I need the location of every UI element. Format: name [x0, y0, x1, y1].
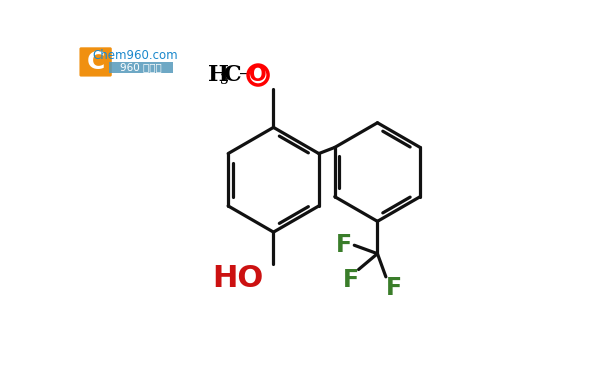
- Text: F: F: [343, 268, 359, 292]
- Text: 960 化工网: 960 化工网: [120, 62, 162, 72]
- Text: O: O: [249, 65, 267, 85]
- Text: C: C: [87, 50, 105, 74]
- FancyBboxPatch shape: [79, 47, 112, 76]
- Text: 3: 3: [220, 74, 229, 87]
- Text: Chem960.com: Chem960.com: [93, 49, 178, 62]
- Text: F: F: [385, 276, 402, 300]
- FancyBboxPatch shape: [110, 62, 172, 73]
- Text: H: H: [208, 64, 229, 86]
- Text: F: F: [335, 233, 352, 257]
- Text: C: C: [223, 64, 241, 86]
- Text: HO: HO: [212, 264, 264, 293]
- Text: –: –: [238, 64, 250, 86]
